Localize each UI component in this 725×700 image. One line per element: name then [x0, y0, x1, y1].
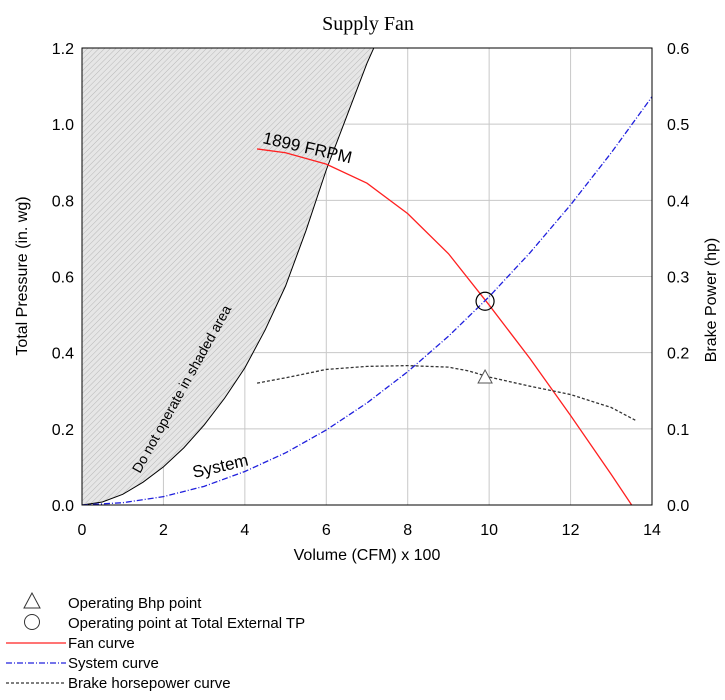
circle-icon	[24, 614, 40, 630]
y-left-tick-label: 1.2	[52, 41, 74, 58]
system-curve-label: System	[191, 451, 251, 482]
legend-label: Fan curve	[68, 635, 135, 652]
legend-label: Brake horsepower curve	[68, 675, 231, 692]
x-tick-label: 12	[562, 522, 580, 539]
y-left-tick-label: 0.6	[52, 270, 74, 287]
y-left-tick-label: 0.4	[52, 346, 74, 363]
y-right-tick-label: 0.1	[667, 422, 689, 439]
operating-bhp-marker	[477, 368, 493, 384]
legend-item-bhp-point: Operating Bhp point	[23, 591, 202, 612]
x-tick-label: 4	[240, 522, 249, 539]
y-right-tick-label: 0.5	[667, 117, 689, 134]
shaded-region	[82, 48, 375, 505]
y-axis-right-label: Brake Power (hp)	[703, 238, 720, 363]
y-right-tick-label: 0.2	[667, 346, 689, 363]
x-tick-label: 14	[643, 522, 661, 539]
legend-item-bhp: Brake horsepower curve	[6, 675, 231, 692]
legend-item-fan: Fan curve	[6, 635, 135, 652]
legend-label: Operating Bhp point	[68, 595, 202, 612]
legend-label: Operating point at Total External TP	[68, 615, 305, 632]
y-left-tick-label: 1.0	[52, 117, 74, 134]
operating-point-marker	[475, 291, 495, 311]
shaded-area	[82, 48, 374, 505]
bhp-curve	[256, 364, 637, 422]
y-left-tick-label: 0.0	[52, 498, 74, 515]
tick-labels: 0 2 4 6 8 10 12 14 0.0 0.2 0.4 0.6 0.8 1.0 1.2 0.0 0.1 0.…	[52, 41, 690, 539]
y-right-tick-label: 0.6	[667, 41, 689, 58]
legend-label: System curve	[68, 655, 159, 672]
x-tick-label: 8	[403, 522, 412, 539]
y-right-tick-label: 0.4	[667, 193, 689, 210]
point-markers	[475, 291, 495, 384]
x-tick-label: 6	[322, 522, 331, 539]
plot-frame	[81, 47, 653, 506]
x-tick-label: 10	[480, 522, 498, 539]
triangle-icon	[23, 591, 41, 609]
y-left-tick-label: 0.8	[52, 193, 74, 210]
y-left-tick-label: 0.2	[52, 422, 74, 439]
x-tick-label: 0	[78, 522, 87, 539]
y-right-tick-label: 0.0	[667, 498, 689, 515]
fan-curve	[256, 148, 633, 505]
legend-item-system: System curve	[6, 655, 159, 672]
chart-title: Supply Fan	[322, 13, 414, 35]
y-axis-left-label: Total Pressure (in. wg)	[14, 196, 31, 355]
x-tick-label: 2	[159, 522, 168, 539]
legend: Operating Bhp point Operating point at T…	[6, 591, 305, 692]
x-axis-label: Volume (CFM) x 100	[294, 547, 441, 564]
y-right-tick-label: 0.3	[667, 270, 689, 287]
series-layer	[82, 96, 652, 505]
shaded-boundary-line	[82, 48, 375, 505]
legend-item-op-point: Operating point at Total External TP	[24, 614, 305, 632]
